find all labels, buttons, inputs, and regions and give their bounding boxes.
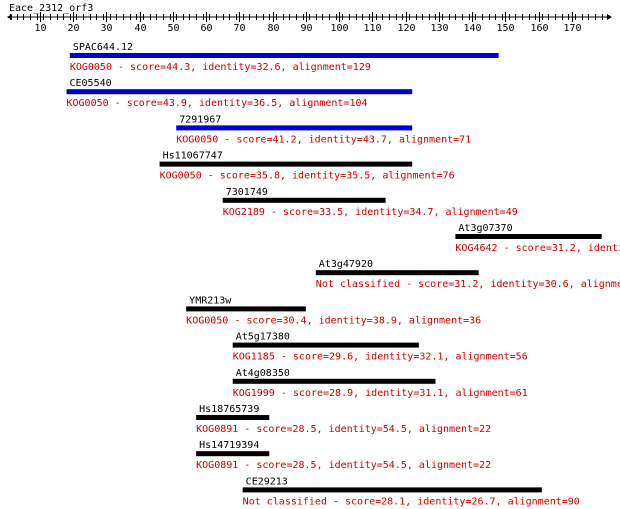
hit-name[interactable]: At5g17380 — [236, 332, 290, 343]
axis-tick-label: 140 — [463, 23, 481, 34]
axis-tick-label: 30 — [100, 23, 112, 34]
hit-bar[interactable] — [455, 234, 602, 239]
hit-bar[interactable] — [315, 270, 479, 276]
hit-row[interactable]: SPAC644.12 KOG0050 - score=44.3, identity… — [69, 42, 499, 73]
hit-description: Not classified - score=28.1, identity=26… — [243, 496, 580, 507]
hit-bar[interactable] — [66, 89, 413, 95]
hit-name[interactable]: CE05540 — [70, 78, 112, 89]
hit-description: KOG2189 - score=33.5, identity=34.7, ali… — [223, 207, 518, 218]
axis-left-arrow — [7, 14, 12, 20]
axis-tick-label: 100 — [330, 23, 348, 34]
hit-description: KOG0050 - score=44.3, identity=32.6, ali… — [70, 62, 371, 73]
hit-bar[interactable] — [232, 342, 419, 348]
hit-description: KOG0050 - score=41.2, identity=43.7, ali… — [176, 134, 471, 145]
axis-tick-label: 60 — [200, 23, 212, 34]
hit-description: KOG0050 - score=43.9, identity=36.5, ali… — [67, 98, 368, 109]
axis-tick-label: 70 — [233, 23, 245, 34]
hit-bar[interactable] — [242, 487, 542, 493]
axis-tick-label: 150 — [496, 23, 514, 34]
hit-name[interactable]: CE29213 — [246, 476, 288, 487]
hit-list: SPAC644.12 KOG0050 - score=44.3, identity… — [66, 42, 620, 507]
hit-description: KOG0891 - score=28.5, identity=54.5, ali… — [196, 424, 491, 435]
hit-bar[interactable] — [176, 125, 413, 131]
hit-bar[interactable] — [222, 197, 386, 203]
query-title: Eace_2312_orf3 — [9, 3, 93, 14]
hit-name[interactable]: Hs11067747 — [163, 151, 223, 162]
hit-row[interactable]: CE29213 Not classified - score=28.1, iden… — [242, 476, 580, 507]
hit-name[interactable]: Hs14719394 — [199, 440, 259, 451]
axis-tick-label: 160 — [530, 23, 548, 34]
hit-description: KOG4642 - score=31.2, identity=38.8, ali… — [455, 243, 620, 254]
axis-tick-label: 20 — [67, 23, 79, 34]
hit-row[interactable]: YMR213w KOG0050 - score=30.4, identity=38… — [186, 295, 481, 326]
hit-name[interactable]: At4g08350 — [236, 368, 290, 379]
hit-description: Not classified - score=31.2, identity=30… — [316, 279, 620, 290]
hit-row[interactable]: 7291967 KOG0050 - score=41.2, identity=43… — [176, 114, 471, 145]
axis-tick-label: 130 — [430, 23, 448, 34]
hit-name[interactable]: At3g07370 — [458, 223, 512, 234]
hit-bar[interactable] — [232, 378, 436, 384]
hit-description: KOG0891 - score=28.5, identity=54.5, ali… — [196, 460, 491, 471]
hit-row[interactable]: At3g07370 KOG4642 - score=31.2, identity=… — [455, 223, 620, 254]
hit-name[interactable]: At3g47920 — [319, 259, 373, 270]
hit-name[interactable]: 7301749 — [226, 187, 268, 198]
hit-bar[interactable] — [159, 161, 413, 167]
hit-name[interactable]: 7291967 — [179, 114, 221, 125]
hit-row[interactable]: Hs11067747 KOG0050 - score=35.8, identity… — [159, 151, 455, 182]
hit-description: KOG0050 - score=30.4, identity=38.9, ali… — [186, 315, 481, 326]
hit-name[interactable]: Hs18765739 — [199, 404, 259, 415]
hit-row[interactable]: CE05540 KOG0050 - score=43.9, identity=36… — [66, 78, 413, 109]
hit-row[interactable]: Hs14719394 KOG0891 - score=28.5, identity… — [196, 440, 491, 471]
axis-tick-label: 170 — [563, 23, 581, 34]
hit-name[interactable]: SPAC644.12 — [73, 42, 133, 53]
hit-row[interactable]: At3g47920 Not classified - score=31.2, id… — [315, 259, 620, 290]
hit-bar[interactable] — [196, 415, 270, 420]
hit-description: KOG0050 - score=35.8, identity=35.5, ali… — [160, 171, 455, 182]
hit-bar[interactable] — [186, 306, 306, 312]
hit-row[interactable]: At5g17380 KOG1185 - score=29.6, identity=… — [232, 332, 528, 363]
axis-right-arrow — [606, 14, 612, 20]
axis-tick-label: 80 — [267, 23, 279, 34]
axis-tick-label: 40 — [134, 23, 146, 34]
hit-name[interactable]: YMR213w — [189, 295, 232, 306]
hit-bar[interactable] — [196, 451, 270, 457]
axis-tick-label: 10 — [34, 23, 46, 34]
axis-tick-label: 50 — [167, 23, 179, 34]
hit-row[interactable]: At4g08350 KOG1999 - score=28.9, identity=… — [232, 368, 528, 399]
axis-tick-label: 90 — [300, 23, 312, 34]
hit-description: KOG1999 - score=28.9, identity=31.1, ali… — [233, 388, 528, 399]
hit-description: KOG1185 - score=29.6, identity=32.1, ali… — [233, 352, 528, 363]
axis-tick-label: 120 — [397, 23, 415, 34]
hit-row[interactable]: Hs18765739 KOG0891 - score=28.5, identity… — [196, 404, 491, 435]
sequence-axis: 10 20 30 40 50 60 70 80 90 100 110 120 130 140 150 160 1… — [7, 12, 612, 34]
hit-row[interactable]: 7301749 KOG2189 - score=33.5, identity=34… — [222, 187, 518, 218]
hit-bar[interactable] — [69, 53, 499, 58]
axis-tick-label: 110 — [363, 23, 381, 34]
